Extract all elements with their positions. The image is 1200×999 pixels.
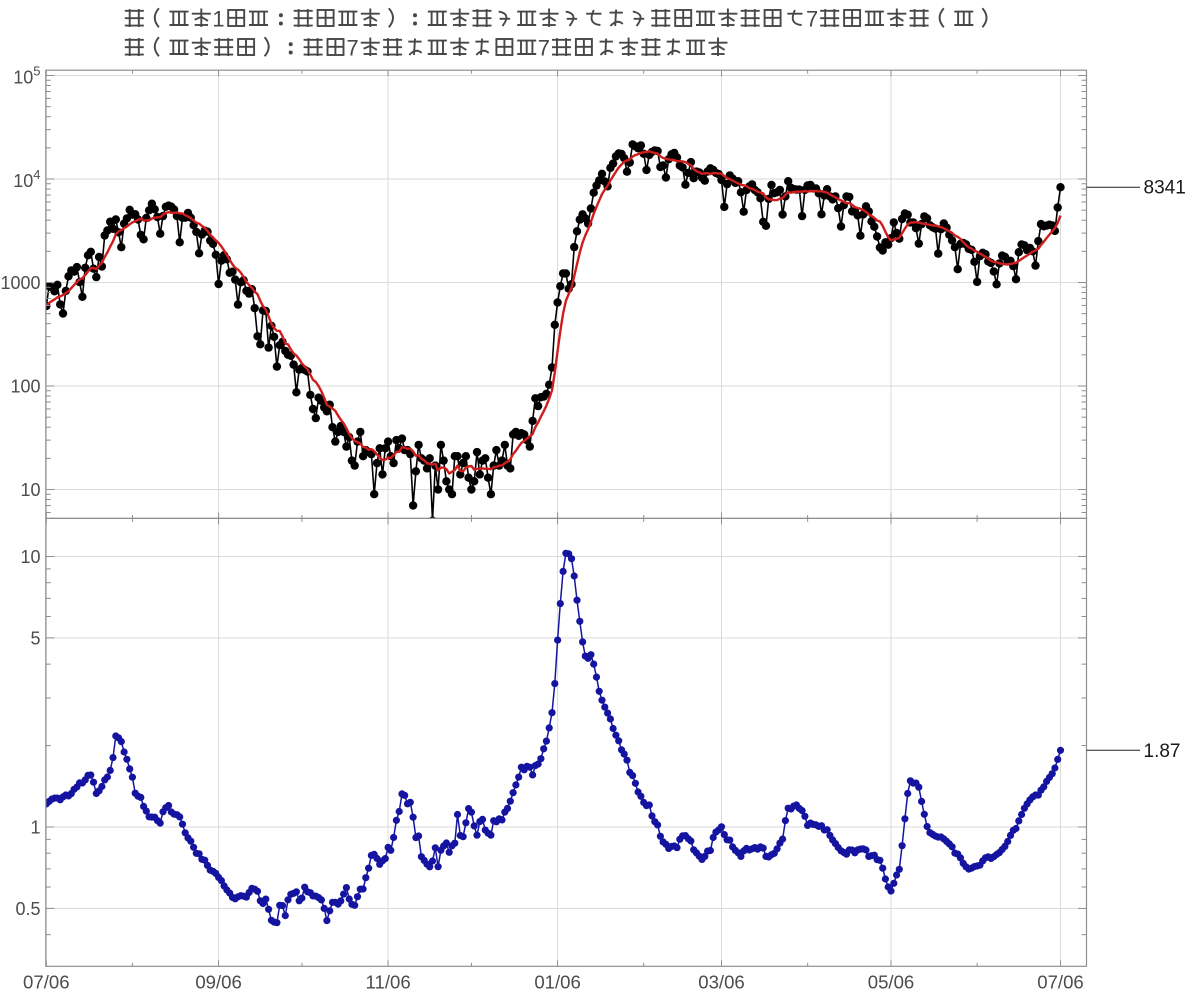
svg-text:03/06: 03/06 [698, 971, 745, 992]
svg-text:1.87: 1.87 [1144, 741, 1181, 762]
svg-text:01/06: 01/06 [534, 971, 581, 992]
svg-text:5: 5 [30, 628, 40, 648]
svg-text:8341: 8341 [1144, 178, 1186, 199]
svg-text:7: 7 [806, 7, 818, 32]
svg-text:10: 10 [20, 480, 40, 500]
svg-text:1: 1 [212, 7, 224, 32]
svg-text:07/06: 07/06 [1037, 971, 1084, 992]
svg-text:1: 1 [30, 818, 40, 838]
svg-text:100: 100 [10, 377, 40, 397]
svg-text:0.5: 0.5 [15, 899, 40, 919]
svg-text:7: 7 [347, 36, 359, 61]
svg-text:07/06: 07/06 [23, 971, 70, 992]
svg-text:1000: 1000 [0, 273, 40, 293]
svg-text:11/06: 11/06 [366, 971, 411, 992]
svg-text:10: 10 [20, 547, 40, 567]
svg-text:05/06: 05/06 [868, 971, 915, 992]
svg-text:09/06: 09/06 [195, 971, 242, 992]
svg-text:7: 7 [538, 36, 550, 61]
